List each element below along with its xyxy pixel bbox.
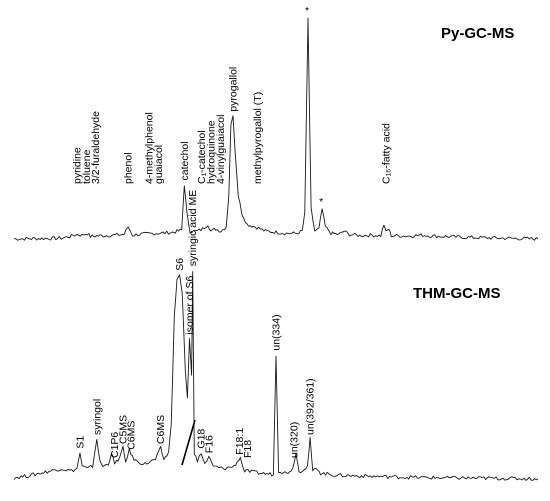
peak-label-4-vinylguaiacol-9: 4-vinylguaiacol [215, 115, 227, 184]
peak-label-hydroquinone-8: hydroquinone [206, 120, 218, 184]
thm-gc-ms-title: THM-GC-MS [413, 285, 500, 302]
py-gc-ms-title: Py-GC-MS [441, 25, 514, 42]
peak-label-g18-9: G18 [196, 429, 208, 449]
peak-label-c-catechol-7: C₁-catechol [196, 130, 208, 184]
peak-label-s6-6: S6 [174, 258, 186, 271]
peak-label-f16-10: F16 [203, 435, 215, 453]
peak-label-catechol-6: catechol [179, 141, 191, 180]
peak-label-c6ms-5: C6MS [155, 415, 167, 444]
peak-label-toluene-1: toluene [81, 149, 93, 184]
peak-label-un-334-13: un(334) [271, 314, 283, 350]
peak-label-4-methylphenol-4: 4-methylphenol [144, 112, 156, 184]
peak-label--12: * [305, 5, 309, 17]
peak-label-syringic-acid-me-7: syringic acid ME [187, 190, 199, 266]
peak-label-c6ms-4: C6MS [125, 421, 137, 450]
peak-label-isomer-of-s6-8: isomer of S6 [184, 276, 196, 335]
peak-label-c5ms-3: C5MS [118, 415, 130, 444]
peak-label--13: * [319, 196, 323, 208]
peak-label-c-fatty-acid-14: C₁₆-fatty acid [381, 123, 393, 184]
peak-label-un-392-361-15: un(392/361) [305, 378, 317, 435]
peak-label-un-320-14: un(320) [288, 422, 300, 458]
isomer-indicator-line [181, 419, 196, 466]
peak-label-f18-12: F18 [242, 440, 254, 458]
peak-label-pyridine-0: pyridine [71, 147, 83, 184]
peak-label-phenol-3: phenol [123, 152, 135, 184]
peak-label-s1-0: S1 [75, 436, 87, 449]
py-gc-ms-trace [13, 17, 539, 241]
peak-label-methylpyrogallol-t-11: methylpyrogallol (T) [252, 92, 264, 184]
peak-label-pyrogallol-10: pyrogallol [228, 67, 240, 112]
peak-label-c1p6-2: C1P6 [109, 432, 121, 458]
peak-label-syringol-1: syringol [91, 399, 103, 435]
peak-label-guaiacol-5: guaiacol [153, 145, 165, 184]
peak-label-3-2-furaldehyde-2: 3/2-furaldehyde [90, 111, 102, 184]
peak-label-f18-1-11: F18:1 [234, 428, 246, 455]
thm-gc-ms-trace [13, 271, 539, 481]
